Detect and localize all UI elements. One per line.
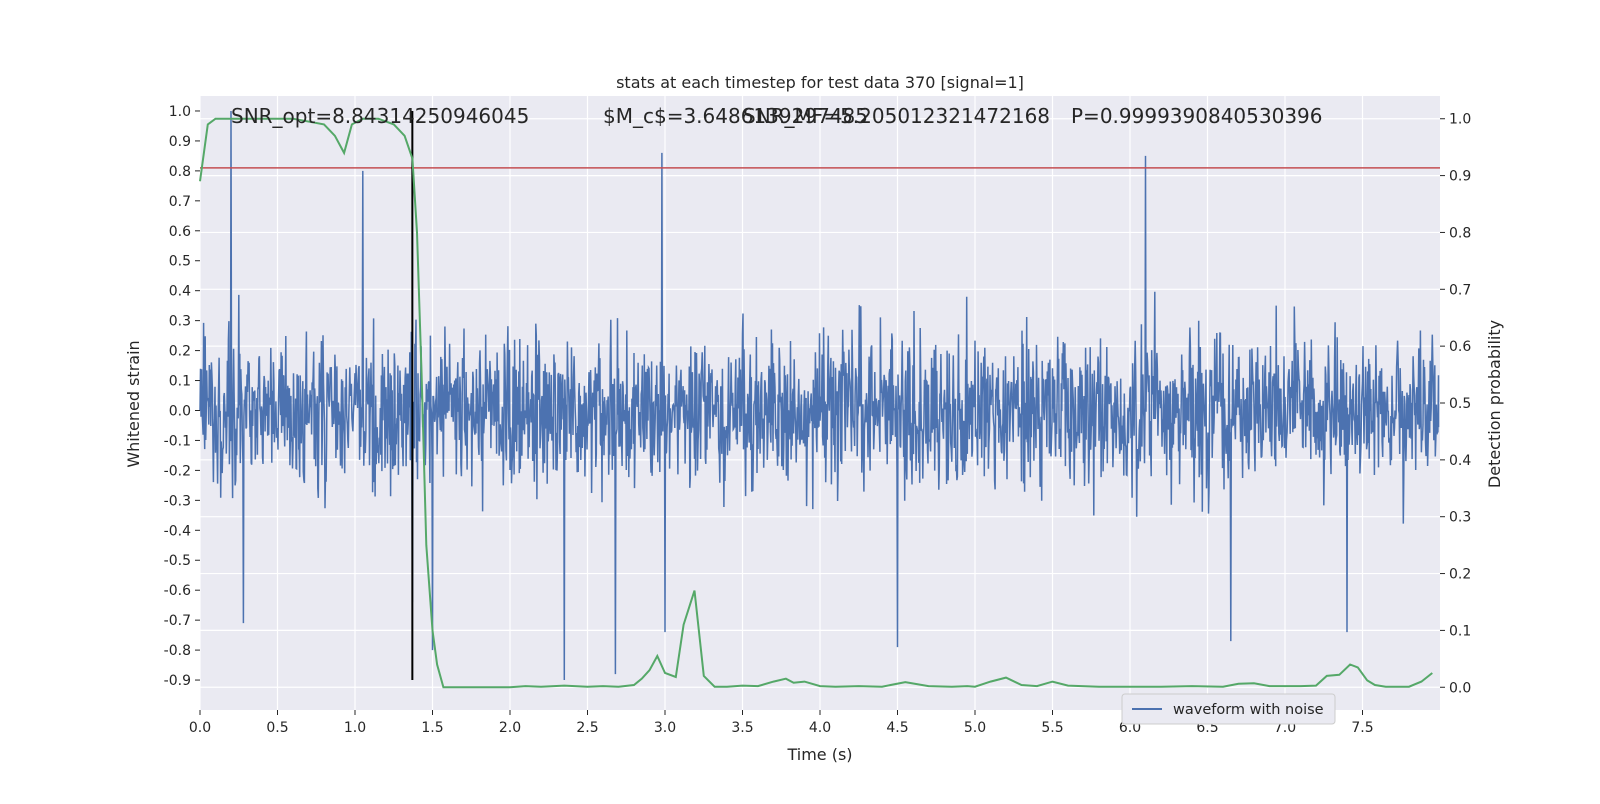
y-tick-label: 0.2	[169, 344, 191, 360]
x-tick-label: 3.0	[654, 720, 676, 736]
y-tick-label: 0.4	[169, 284, 191, 300]
x-tick-label: 4.0	[809, 720, 831, 736]
y2-tick-label: 0.5	[1449, 396, 1471, 412]
annotation-snr-mf: SNR_MF=5.205012321472168	[743, 104, 1050, 128]
x-tick-label: 7.5	[1351, 720, 1373, 736]
y-tick-label: 0.9	[169, 134, 191, 150]
y-tick-label: 0.5	[169, 254, 191, 270]
legend-box	[1121, 693, 1336, 725]
y-tick-label: -0.2	[164, 463, 191, 479]
y-tick-label: -0.9	[164, 673, 191, 689]
y2-axis-ticks: 1.0 0.9 0.8 0.7 0.6 0.5 0.4 0.3 0.2 0.1 0.0	[1440, 112, 1471, 696]
x-tick-label: 2.0	[499, 720, 521, 736]
y-tick-label: -0.7	[164, 613, 191, 629]
annotation-snr-opt: SNR_opt=8.84314250946045	[231, 104, 529, 128]
y-tick-label: -0.6	[164, 583, 191, 599]
y2-tick-label: 0.8	[1449, 225, 1471, 241]
annotation-chirp-mass: $M_c$=3.6486139297485	[603, 104, 868, 128]
x-tick-label: 5.5	[1041, 720, 1063, 736]
legend-label: waveform with noise	[1173, 702, 1324, 718]
y-axis-ticks: 1.0 0.9 0.8 0.7 0.6 0.5 0.4 0.3 0.2 0.1 0.0 -0.1 -0.…	[164, 104, 200, 689]
waveform-line	[199, 110, 1440, 681]
y2-tick-label: 0.3	[1449, 510, 1471, 526]
y-axis-label: Whitened strain	[124, 340, 143, 467]
y2-axis-label: Detection probability	[1485, 320, 1504, 488]
y2-tick-label: 0.6	[1449, 339, 1471, 355]
y2-tick-label: 0.7	[1449, 282, 1471, 298]
y2-tick-label: 0.9	[1449, 169, 1471, 185]
y-tick-label: -0.1	[164, 433, 191, 449]
x-tick-label: 5.0	[964, 720, 986, 736]
y2-tick-label: 0.2	[1449, 567, 1471, 583]
y-tick-label: 0.1	[169, 374, 191, 390]
y-tick-label: -0.8	[164, 643, 191, 659]
x-tick-label: 3.5	[731, 720, 753, 736]
legend: waveform with noise	[1121, 693, 1336, 725]
x-tick-label: 2.5	[576, 720, 598, 736]
y-tick-label: 0.0	[169, 403, 191, 419]
probability-line	[199, 117, 1433, 689]
y-tick-label: 1.0	[169, 104, 191, 120]
y2-tick-label: 0.4	[1449, 453, 1471, 469]
y2-tick-label: 0.0	[1449, 680, 1471, 696]
x-tick-label: 0.0	[189, 720, 211, 736]
y-tick-label: -0.4	[164, 523, 191, 539]
probability-series	[199, 117, 1433, 689]
annotation-probability: P=0.9999390840530396	[1071, 104, 1323, 128]
y-tick-label: -0.5	[164, 553, 191, 569]
y2-tick-label: 1.0	[1449, 112, 1471, 128]
y-tick-label: 0.6	[169, 224, 191, 240]
x-tick-label: 0.5	[266, 720, 288, 736]
reference-lines	[200, 110, 1440, 681]
chart-title: stats at each timestep for test data 370…	[616, 73, 1024, 92]
x-axis-ticks: 0.0 0.5 1.0 1.5 2.0 2.5 3.0 3.5 4.0 4.5 5.0 5.5 6.0 6…	[189, 710, 1374, 736]
x-tick-label: 4.5	[886, 720, 908, 736]
x-tick-label: 1.0	[344, 720, 366, 736]
x-axis-label: Time (s)	[786, 745, 852, 764]
y-tick-label: 0.8	[169, 164, 191, 180]
x-tick-label: 1.5	[421, 720, 443, 736]
y-tick-label: -0.3	[164, 493, 191, 509]
y-tick-label: 0.3	[169, 314, 191, 330]
waveform-series	[199, 110, 1440, 681]
y-tick-label: 0.7	[169, 194, 191, 210]
y2-tick-label: 0.1	[1449, 623, 1471, 639]
